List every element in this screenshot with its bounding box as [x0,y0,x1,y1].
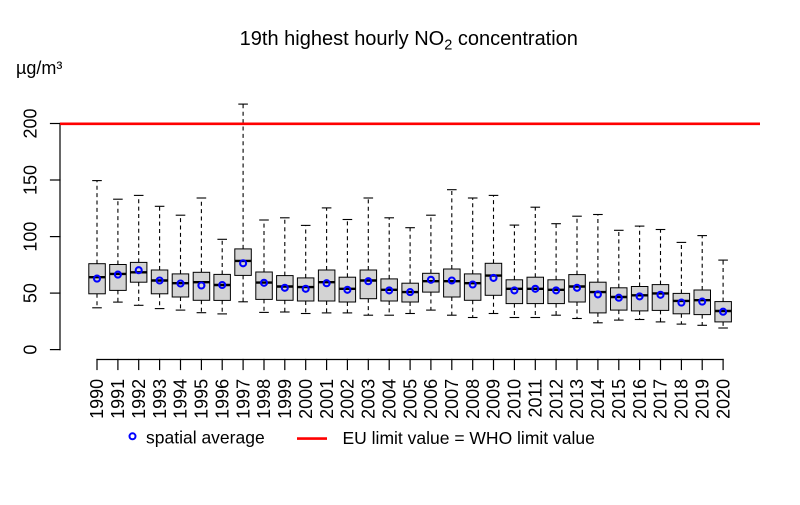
svg-text:2014: 2014 [588,379,608,419]
svg-text:2002: 2002 [338,379,358,419]
svg-text:1992: 1992 [129,379,149,419]
svg-text:2011: 2011 [526,379,546,418]
svg-text:2012: 2012 [546,379,566,419]
svg-text:2013: 2013 [567,379,587,419]
svg-text:1997: 1997 [233,379,253,419]
svg-text:1991: 1991 [108,379,128,419]
svg-text:200: 200 [21,108,41,138]
svg-text:100: 100 [21,222,41,252]
svg-text:2018: 2018 [672,379,692,419]
svg-text:µg/m³: µg/m³ [16,58,62,78]
svg-text:0: 0 [21,345,41,355]
svg-text:150: 150 [21,165,41,195]
svg-text:2017: 2017 [651,379,671,419]
svg-text:2001: 2001 [317,379,337,419]
svg-text:2015: 2015 [609,379,629,419]
svg-text:1998: 1998 [254,379,274,419]
svg-text:2009: 2009 [484,379,504,419]
svg-text:50: 50 [21,283,41,303]
svg-text:2016: 2016 [630,379,650,419]
svg-text:1993: 1993 [150,379,170,419]
svg-text:1995: 1995 [192,379,212,419]
svg-text:2004: 2004 [379,379,399,419]
svg-text:2019: 2019 [692,379,712,419]
svg-text:2000: 2000 [296,379,316,419]
svg-text:2006: 2006 [421,379,441,419]
svg-text:2010: 2010 [505,379,525,419]
svg-text:1996: 1996 [212,379,232,419]
svg-text:EU limit value = WHO limit val: EU limit value = WHO limit value [343,428,595,448]
svg-text:spatial average: spatial average [146,427,265,447]
svg-text:1994: 1994 [171,379,191,419]
svg-text:2003: 2003 [359,379,379,419]
svg-text:2005: 2005 [400,379,420,419]
svg-text:19th highest hourly NO2 concen: 19th highest hourly NO2 concentration [240,28,578,53]
svg-text:2008: 2008 [463,379,483,419]
svg-text:1990: 1990 [87,379,107,419]
svg-text:2007: 2007 [442,379,462,419]
svg-text:2020: 2020 [713,379,733,419]
svg-text:1999: 1999 [275,379,295,419]
